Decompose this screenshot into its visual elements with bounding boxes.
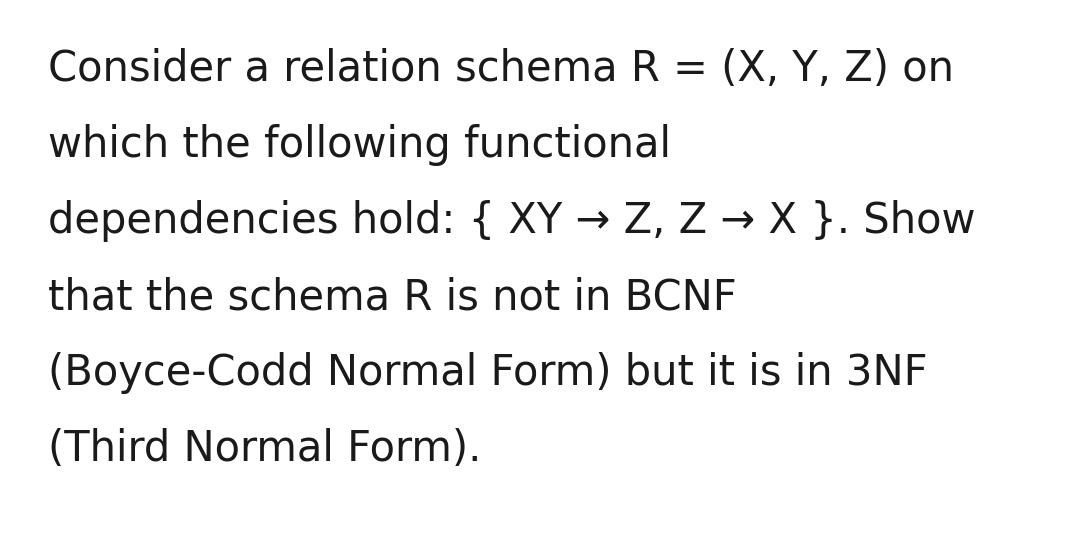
Text: that the schema R is not in BCNF: that the schema R is not in BCNF — [48, 276, 737, 318]
Text: (Boyce-Codd Normal Form) but it is in 3NF: (Boyce-Codd Normal Form) but it is in 3N… — [48, 352, 928, 394]
Text: which the following functional: which the following functional — [48, 124, 671, 166]
Text: dependencies hold: { XY → Z, Z → X }. Show: dependencies hold: { XY → Z, Z → X }. Sh… — [48, 200, 975, 242]
Text: Consider a relation schema R = (X, Y, Z) on: Consider a relation schema R = (X, Y, Z)… — [48, 48, 954, 90]
Text: (Third Normal Form).: (Third Normal Form). — [48, 428, 482, 470]
